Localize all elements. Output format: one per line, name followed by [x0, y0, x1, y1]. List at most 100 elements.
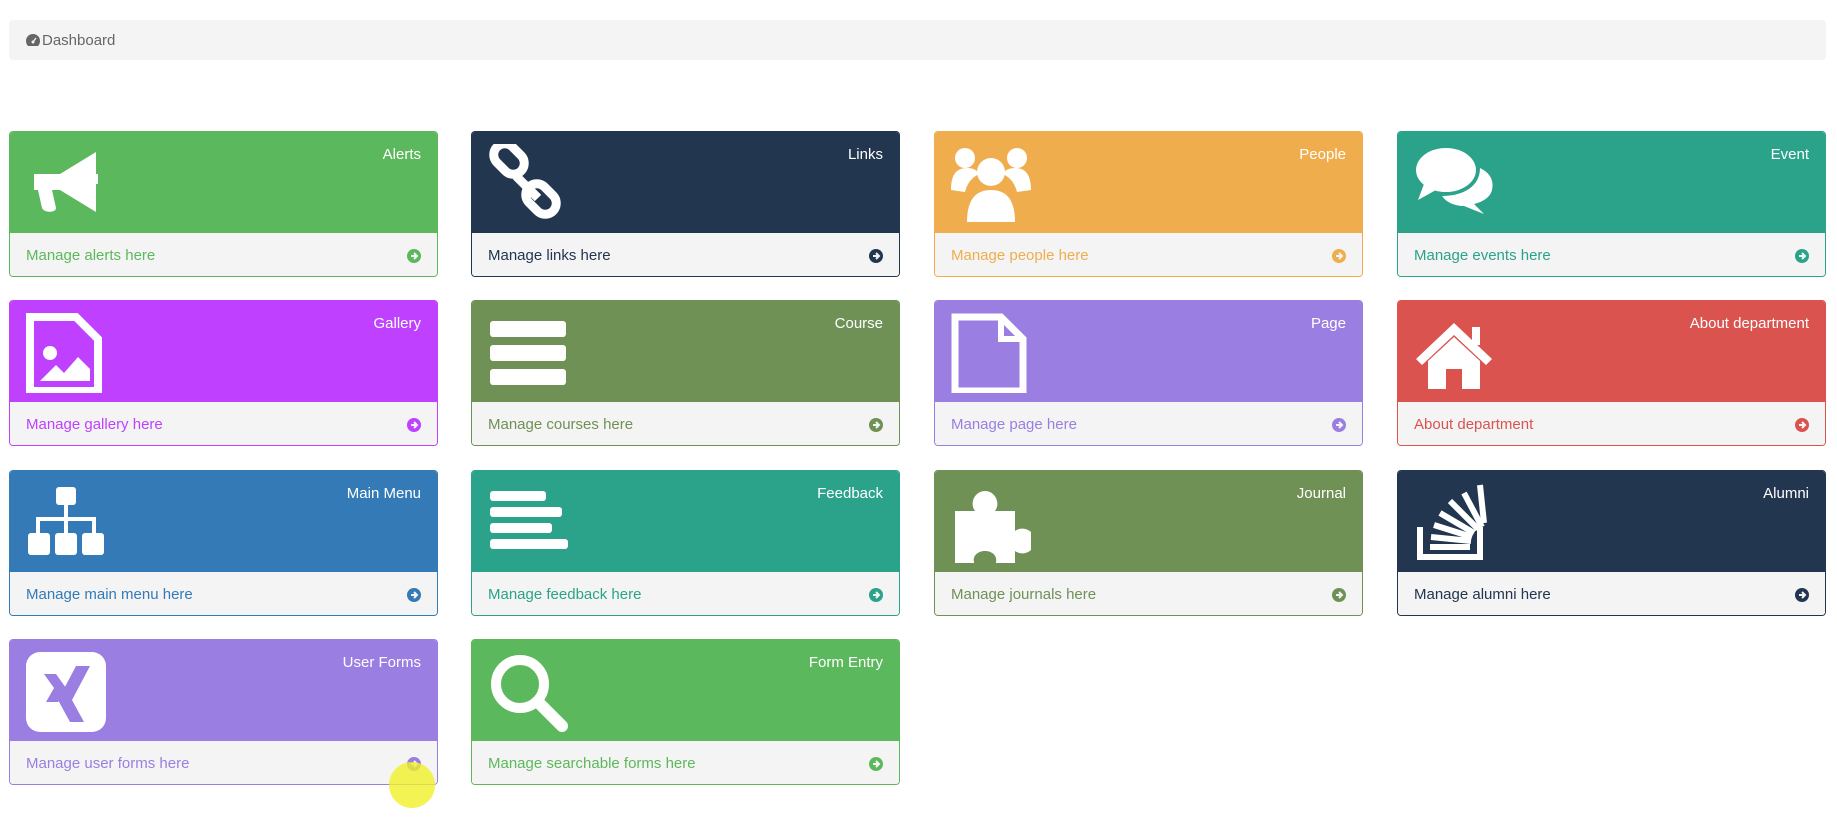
card-link-text[interactable]: Manage main menu here: [26, 586, 193, 603]
xing-square-icon: [26, 652, 106, 732]
card-page[interactable]: Page Manage page here: [934, 300, 1363, 446]
card-title: Course: [834, 315, 883, 332]
search-icon: [491, 655, 568, 732]
card-title: Alerts: [382, 146, 421, 163]
card-gallery[interactable]: Gallery Manage gallery here: [9, 300, 438, 446]
card-footer-link[interactable]: Manage journals here: [935, 572, 1362, 615]
card-link-text[interactable]: Manage journals here: [951, 586, 1097, 603]
bullhorn-icon: [34, 152, 98, 212]
arrow-circle-right-icon[interactable]: [407, 248, 421, 263]
card-event[interactable]: Event Manage events here: [1397, 131, 1826, 277]
card-link-text[interactable]: Manage courses here: [488, 416, 634, 433]
file-icon: [951, 313, 1027, 393]
card-about-department[interactable]: About department About department: [1397, 300, 1826, 446]
arrow-circle-right-icon[interactable]: [1795, 587, 1809, 602]
card-title: Event: [1770, 146, 1809, 163]
card-title: Page: [1310, 315, 1346, 332]
card-header: About department: [1398, 301, 1825, 402]
home-icon: [1416, 323, 1492, 389]
arrow-circle-right-icon[interactable]: [869, 756, 883, 771]
card-people[interactable]: People Manage people here: [934, 131, 1363, 277]
arrow-circle-right-icon[interactable]: [407, 587, 421, 602]
card-footer-link[interactable]: Manage user forms here: [10, 741, 437, 784]
card-link-text[interactable]: Manage searchable forms here: [488, 755, 696, 772]
card-title: People: [1299, 146, 1346, 163]
breadcrumb-dashboard[interactable]: Dashboard: [42, 31, 116, 49]
card-header: Feedback: [472, 471, 899, 572]
card-header: Course: [472, 301, 899, 402]
arrow-circle-right-icon[interactable]: [1332, 587, 1346, 602]
card-journal[interactable]: Journal Manage journals here: [934, 470, 1363, 616]
card-link-text[interactable]: Manage people here: [951, 247, 1089, 264]
card-link-text[interactable]: Manage user forms here: [26, 755, 190, 772]
arrow-circle-right-icon[interactable]: [407, 417, 421, 432]
card-links[interactable]: Links Manage links here: [471, 131, 900, 277]
align-left-icon: [490, 491, 568, 549]
breadcrumb: Dashboard: [9, 20, 1826, 60]
card-main-menu[interactable]: Main Menu Manage main menu here: [9, 470, 438, 616]
file-image-icon: [26, 313, 102, 393]
users-icon: [951, 148, 1031, 222]
card-alerts[interactable]: Alerts Manage alerts here: [9, 131, 438, 277]
card-footer-link[interactable]: Manage gallery here: [10, 402, 437, 445]
card-link-text[interactable]: Manage gallery here: [26, 416, 163, 433]
card-header: User Forms: [10, 640, 437, 741]
sitemap-icon: [28, 487, 104, 555]
card-link-text[interactable]: Manage alerts here: [26, 247, 156, 264]
card-link-text[interactable]: Manage feedback here: [488, 586, 642, 603]
card-header: Journal: [935, 471, 1362, 572]
card-link-text[interactable]: About department: [1414, 416, 1534, 433]
card-link-text[interactable]: Manage alumni here: [1414, 586, 1551, 603]
card-alumni[interactable]: Alumni Manage alumni here: [1397, 470, 1826, 616]
card-footer-link[interactable]: Manage page here: [935, 402, 1362, 445]
puzzle-icon: [955, 491, 1031, 563]
card-footer-link[interactable]: Manage alumni here: [1398, 572, 1825, 615]
cursor-highlight: [389, 762, 435, 808]
card-title: Links: [847, 146, 883, 163]
card-title: Gallery: [373, 315, 421, 332]
card-footer-link[interactable]: Manage courses here: [472, 402, 899, 445]
card-header: Links: [472, 132, 899, 233]
card-link-text[interactable]: Manage page here: [951, 416, 1077, 433]
card-footer-link[interactable]: About department: [1398, 402, 1825, 445]
arrow-circle-right-icon[interactable]: [869, 248, 883, 263]
card-title: Main Menu: [346, 485, 421, 502]
card-footer-link[interactable]: Manage feedback here: [472, 572, 899, 615]
card-user-forms[interactable]: User Forms Manage user forms here: [9, 639, 438, 785]
server-icon: [490, 321, 566, 385]
card-header: People: [935, 132, 1362, 233]
card-footer-link[interactable]: Manage links here: [472, 233, 899, 276]
card-feedback[interactable]: Feedback Manage feedback here: [471, 470, 900, 616]
card-header: Gallery: [10, 301, 437, 402]
dashboard-icon: [26, 34, 40, 46]
card-header: Form Entry: [472, 640, 899, 741]
card-title: Form Entry: [808, 654, 883, 671]
card-footer-link[interactable]: Manage alerts here: [10, 233, 437, 276]
arrow-circle-right-icon[interactable]: [1795, 248, 1809, 263]
card-header: Main Menu: [10, 471, 437, 572]
arrow-circle-right-icon[interactable]: [1795, 417, 1809, 432]
chain-icon: [489, 144, 561, 219]
card-header: Alerts: [10, 132, 437, 233]
stack-overflow-icon: [1417, 484, 1487, 560]
card-title: Feedback: [817, 485, 883, 502]
card-footer-link[interactable]: Manage searchable forms here: [472, 741, 899, 784]
arrow-circle-right-icon[interactable]: [869, 417, 883, 432]
card-form-entry[interactable]: Form Entry Manage searchable forms here: [471, 639, 900, 785]
card-link-text[interactable]: Manage events here: [1414, 247, 1551, 264]
arrow-circle-right-icon[interactable]: [1332, 417, 1346, 432]
card-footer-link[interactable]: Manage people here: [935, 233, 1362, 276]
card-title: User Forms: [342, 654, 421, 671]
card-link-text[interactable]: Manage links here: [488, 247, 611, 264]
comments-icon: [1416, 148, 1493, 214]
card-header: Page: [935, 301, 1362, 402]
card-header: Alumni: [1398, 471, 1825, 572]
card-footer-link[interactable]: Manage main menu here: [10, 572, 437, 615]
card-title: About department: [1689, 315, 1809, 332]
card-footer-link[interactable]: Manage events here: [1398, 233, 1825, 276]
arrow-circle-right-icon[interactable]: [1332, 248, 1346, 263]
card-title: Journal: [1296, 485, 1346, 502]
arrow-circle-right-icon[interactable]: [869, 587, 883, 602]
card-course[interactable]: Course Manage courses here: [471, 300, 900, 446]
card-header: Event: [1398, 132, 1825, 233]
